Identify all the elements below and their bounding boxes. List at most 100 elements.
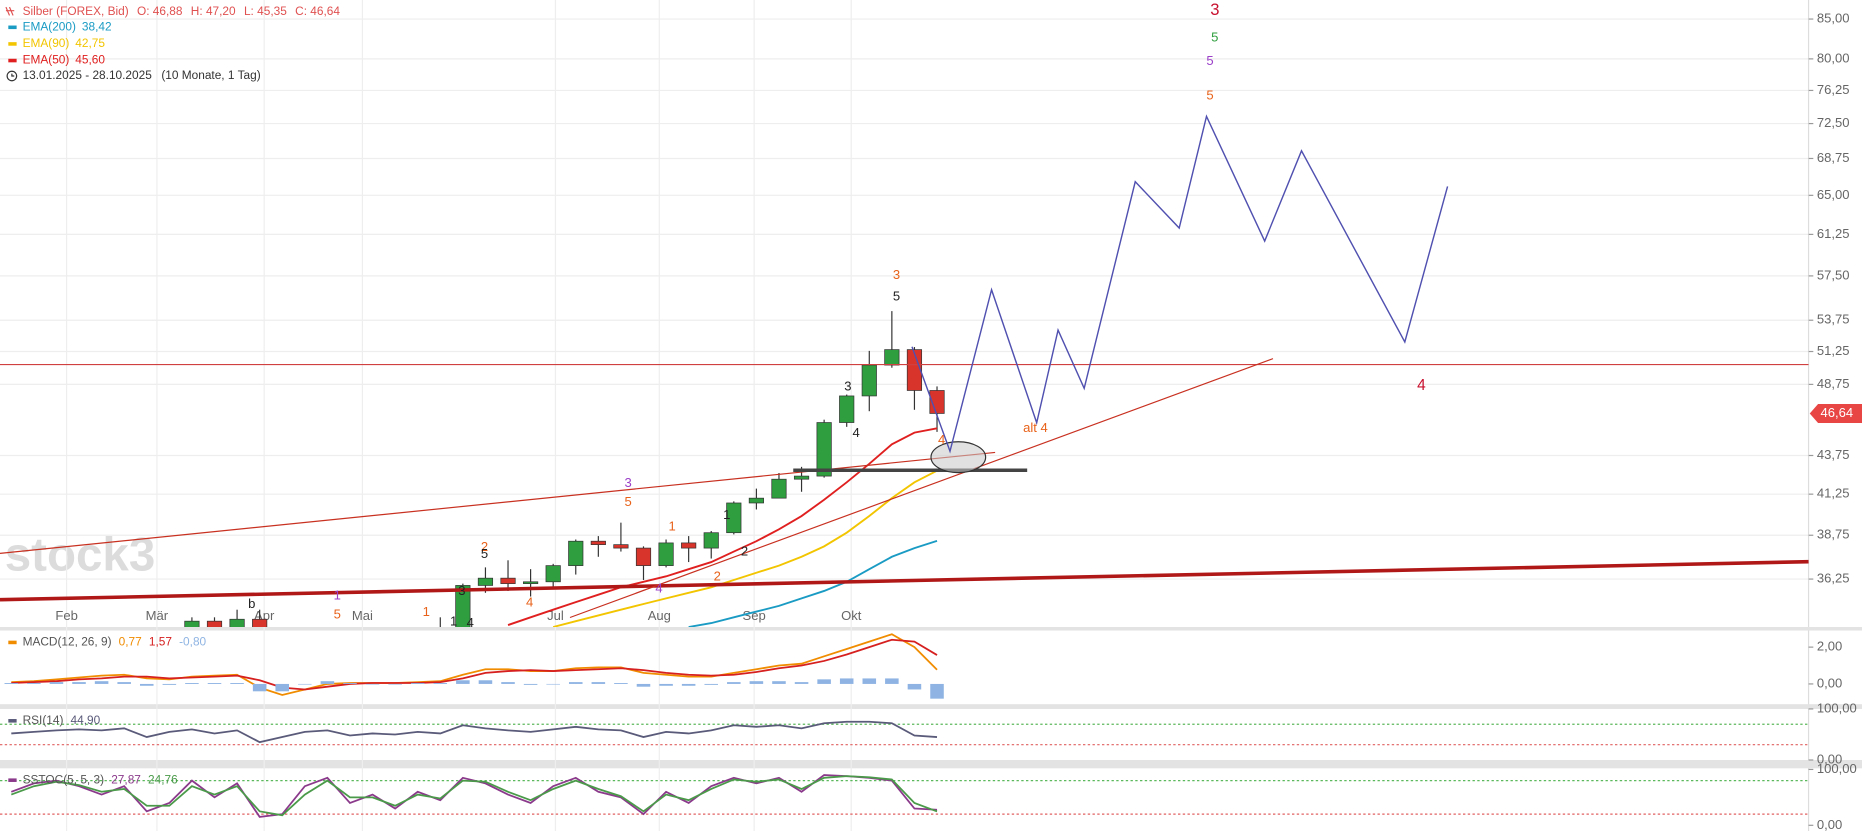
histogram-bar xyxy=(478,680,493,684)
histogram-bar xyxy=(523,683,538,685)
histogram-bar xyxy=(659,683,673,686)
candle-body xyxy=(206,620,223,627)
wave-label: 4 xyxy=(1417,377,1426,394)
wave-label: 5 xyxy=(1206,53,1213,68)
pane-separator xyxy=(0,627,1862,631)
wave-label: 5 xyxy=(625,494,632,509)
histogram-bar xyxy=(343,683,357,684)
period: 13.01.2025 - 28.10.2025 xyxy=(23,68,153,82)
legend-value: 45,60 xyxy=(75,53,105,67)
legend-name: EMA(200) xyxy=(23,19,76,33)
histogram-bar xyxy=(839,678,854,684)
candle-body xyxy=(726,502,742,534)
candle-body xyxy=(748,497,764,504)
y-tick-label: 0,00 xyxy=(1817,817,1842,831)
wave-label: 5 xyxy=(1211,29,1218,44)
candle-body xyxy=(681,542,697,549)
y-tick-label: 76,25 xyxy=(1817,82,1850,97)
pane-separator xyxy=(0,704,1862,709)
histogram-bar xyxy=(162,683,177,685)
wave-label: 3 xyxy=(458,583,465,598)
candle-body xyxy=(793,475,810,480)
legend-swatch xyxy=(8,58,17,63)
ohlc-label: O: 46,88 xyxy=(137,4,183,18)
ohlc-label: L: 45,35 xyxy=(244,4,287,18)
pane-separator xyxy=(0,760,1862,769)
histogram-bar xyxy=(930,683,944,699)
histogram-bar xyxy=(94,681,109,684)
wave-label: 2 xyxy=(741,544,748,559)
candle-body xyxy=(703,532,719,549)
x-tick-label: Okt xyxy=(841,608,862,623)
legend-swatch xyxy=(8,25,17,30)
legend-value: 24,76 xyxy=(148,772,178,786)
wave-label: 2 xyxy=(714,569,721,584)
histogram-bar xyxy=(252,683,267,692)
period-note: (10 Monate, 1 Tag) xyxy=(161,68,260,82)
y-tick-label: 100,00 xyxy=(1817,761,1857,776)
y-tick-label: 2,00 xyxy=(1817,639,1842,654)
histogram-bar xyxy=(185,683,199,684)
y-tick-label: 36,25 xyxy=(1817,571,1850,586)
y-tick-label: 51,25 xyxy=(1817,343,1850,358)
histogram-bar xyxy=(433,683,448,684)
legend-name: EMA(50) xyxy=(23,53,70,67)
histogram-bar xyxy=(546,683,560,685)
histogram-bar xyxy=(704,683,719,685)
wave-label: 4 xyxy=(467,615,474,630)
ohlc-label: C: 46,64 xyxy=(295,4,340,18)
last-price-tag xyxy=(1809,403,1862,423)
legend-swatch xyxy=(8,778,17,782)
y-tick-label: 41,25 xyxy=(1817,486,1850,501)
wave-label: 5 xyxy=(481,546,488,561)
legend-swatch xyxy=(8,42,17,46)
histogram-bar xyxy=(907,683,922,690)
histogram-bar xyxy=(365,683,380,685)
projection-path xyxy=(911,114,1449,454)
pane xyxy=(184,311,945,627)
y-tick-label: 65,00 xyxy=(1817,187,1850,202)
wave-label: alt 4 xyxy=(1023,420,1048,435)
wave-label: 3 xyxy=(1210,0,1219,19)
y-tick-label: 0,00 xyxy=(1817,751,1842,766)
histogram-bar xyxy=(117,682,131,684)
candle-body xyxy=(455,585,471,627)
legend-value: 44,90 xyxy=(71,713,101,727)
candle-body xyxy=(500,577,516,584)
pane xyxy=(4,633,944,699)
legend-swatch xyxy=(8,640,17,645)
candle-body xyxy=(545,565,561,583)
candle-body xyxy=(590,540,606,545)
indicator-line xyxy=(11,720,938,744)
candle-body xyxy=(252,618,268,627)
legend-name: SSTOC(5, 5, 3) xyxy=(23,772,105,786)
x-tick-label: Jul xyxy=(547,608,564,623)
y-tick-label: 72,50 xyxy=(1817,115,1850,130)
candle-body xyxy=(771,478,787,499)
candle-body xyxy=(184,620,200,627)
histogram-bar xyxy=(885,678,899,684)
histogram-bar xyxy=(636,683,651,687)
wave-label: 1 xyxy=(450,614,457,629)
wave-label: 5 xyxy=(893,288,900,303)
y-tick-label: 68,75 xyxy=(1817,150,1850,165)
ohlc-label: H: 47,20 xyxy=(191,4,236,18)
wave-label: 4 xyxy=(526,595,533,610)
histogram-bar xyxy=(72,682,86,684)
histogram-bar xyxy=(49,682,64,684)
histogram-bar xyxy=(298,683,312,685)
wave-label: 4 xyxy=(938,432,945,447)
x-tick-label: Feb xyxy=(55,608,77,623)
candle-body xyxy=(658,542,674,566)
target-ellipse xyxy=(930,441,987,474)
candle-body xyxy=(839,395,855,423)
wave-label: 2 xyxy=(481,539,488,554)
histogram-bar xyxy=(794,682,809,684)
histogram-bar xyxy=(230,683,244,684)
histogram-bar xyxy=(4,683,19,684)
histogram-bar xyxy=(614,683,628,684)
candle-body xyxy=(816,422,832,477)
indicator-line xyxy=(11,633,938,696)
